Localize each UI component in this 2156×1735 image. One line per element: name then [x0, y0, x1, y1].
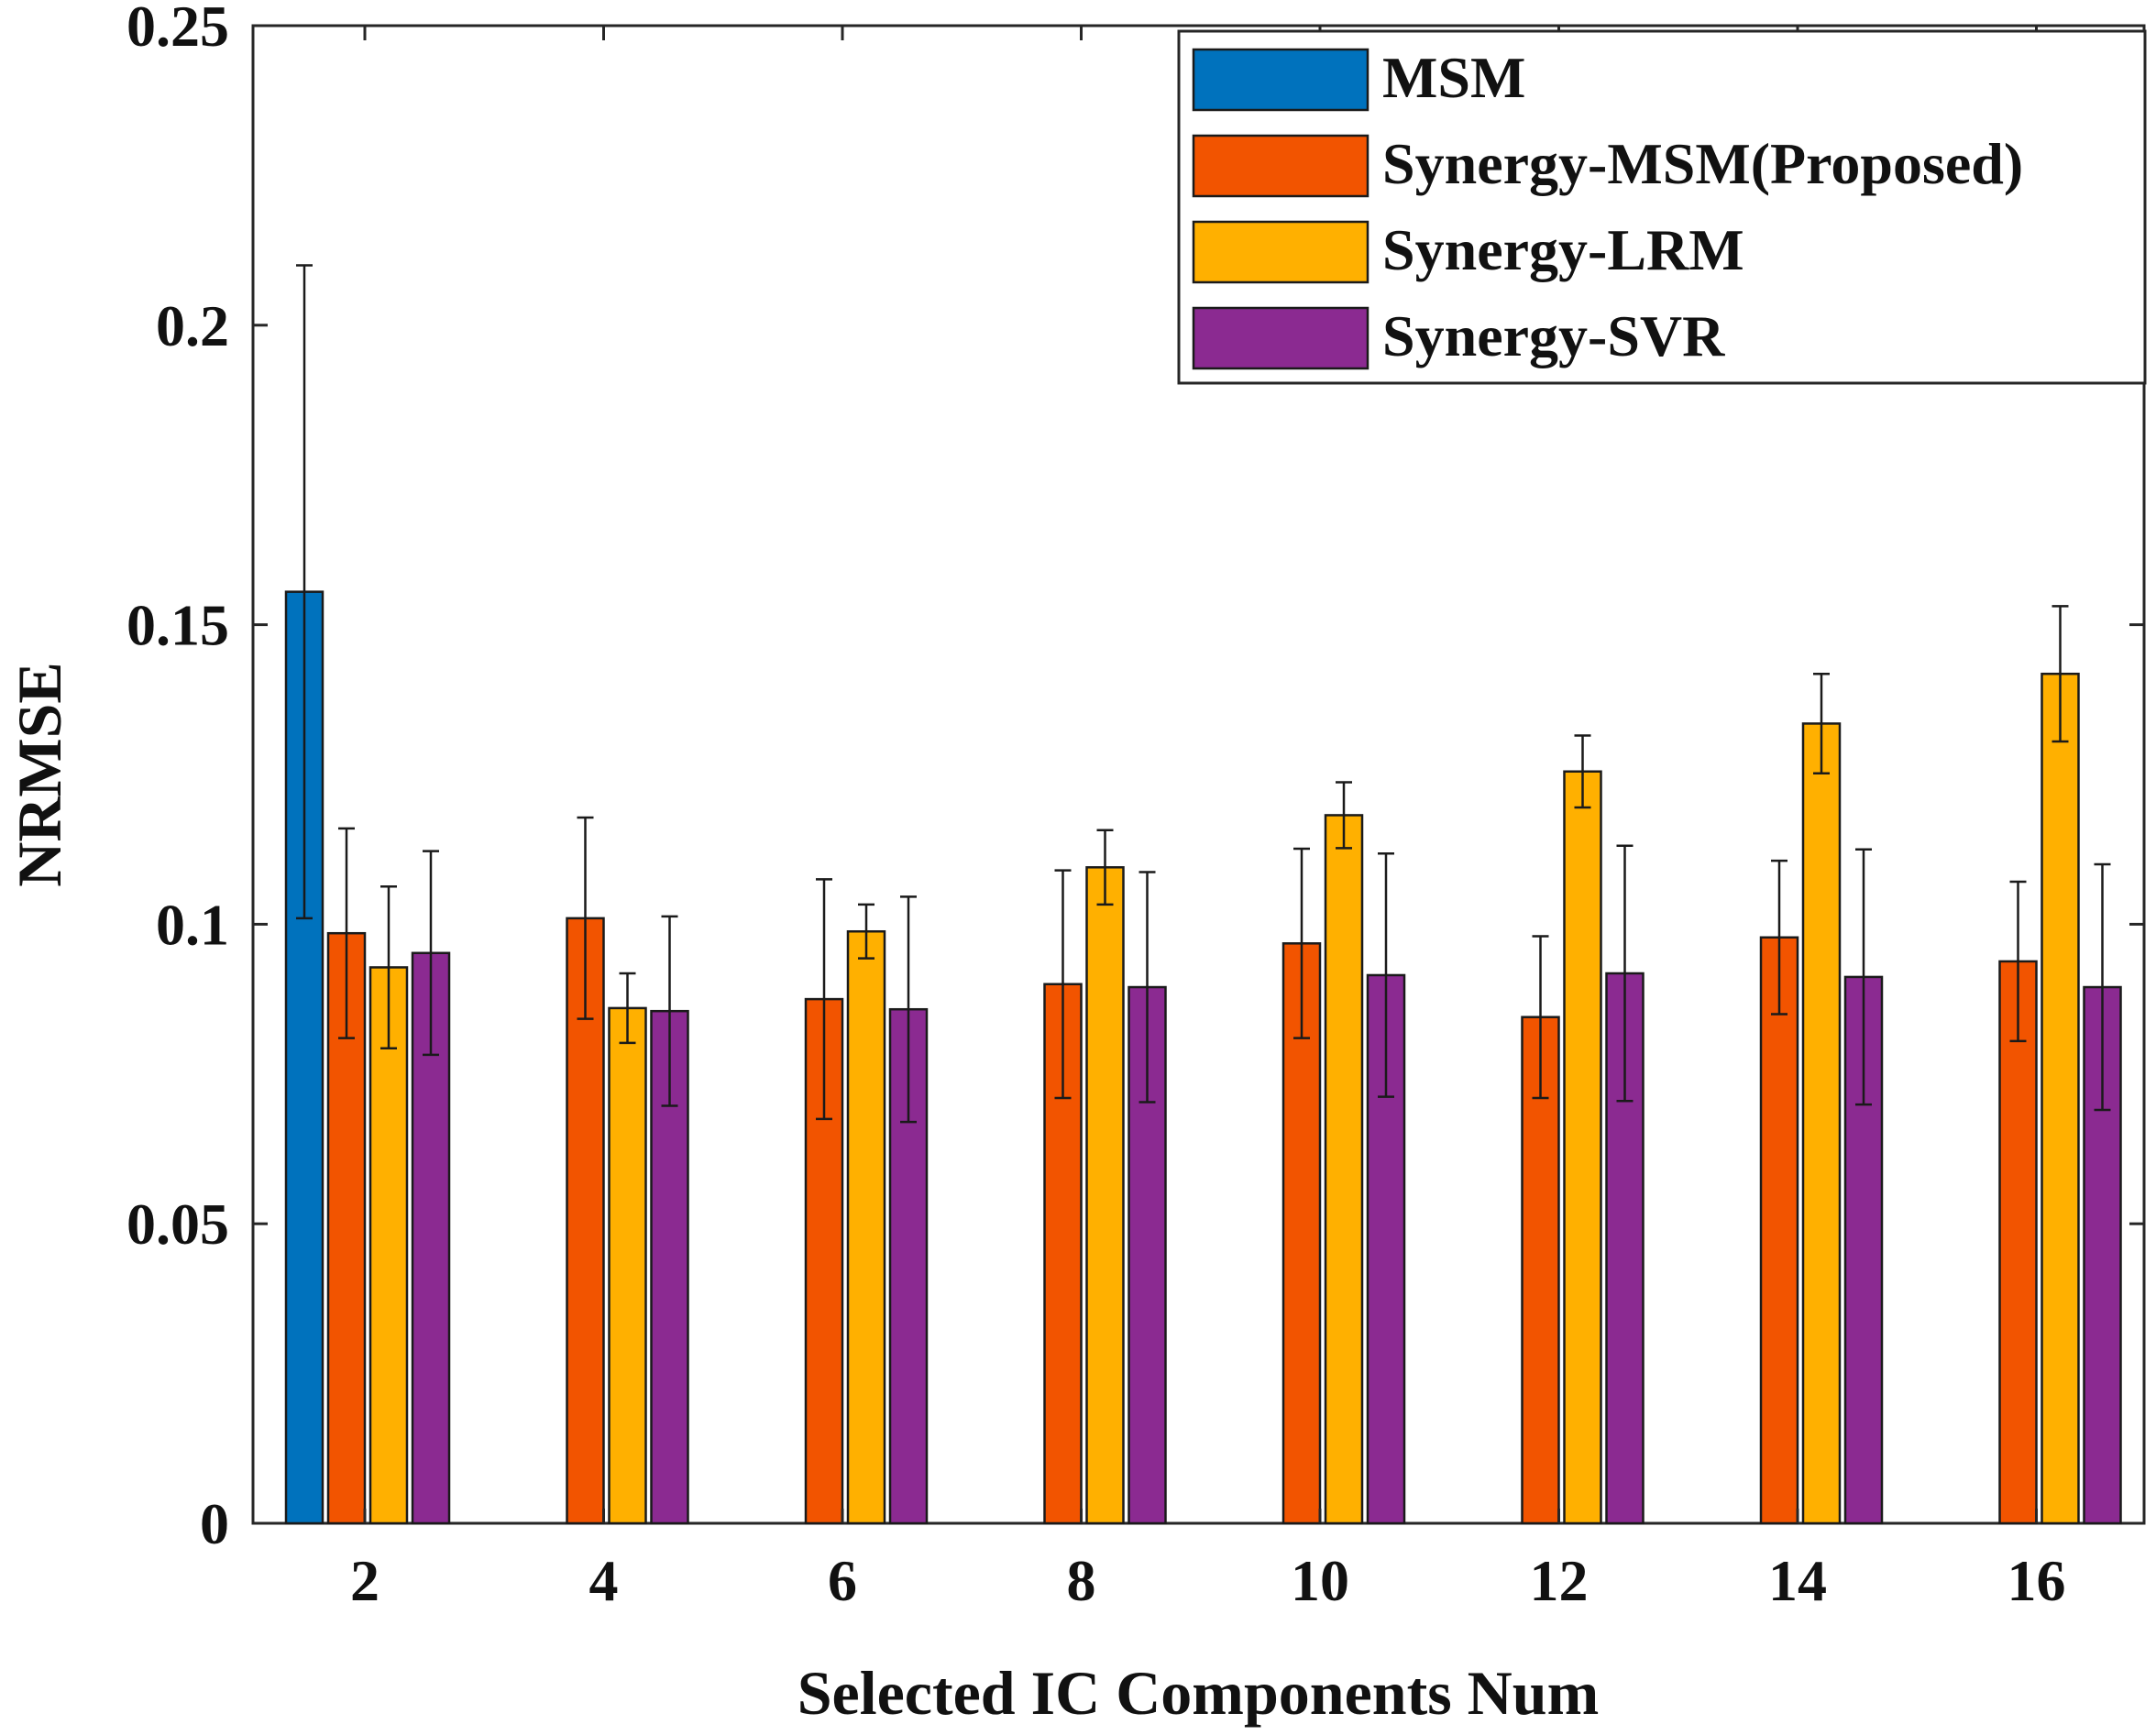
bar-synergy-lrm-4[interactable]: [608, 1006, 647, 1525]
x-axis-label: Selected IC Components Num: [798, 1658, 1600, 1728]
legend-label-msm: MSM: [1382, 45, 1525, 110]
y-tick-label: 0.05: [126, 1191, 229, 1257]
legend-swatch-msm: [1192, 48, 1370, 112]
bar-synergy-lrm-8[interactable]: [1085, 866, 1125, 1525]
x-tick-label: 2: [350, 1548, 380, 1613]
x-tick-label: 14: [1768, 1548, 1827, 1613]
axes-layer: 0 0.05 0.1 0.15 0.2 0.25 2 4 6 8 10 12 14 16: [126, 0, 2144, 1613]
legend-swatch-synergy-lrm: [1192, 220, 1370, 284]
y-tick-label: 0.15: [126, 593, 229, 658]
x-tick-label: 6: [828, 1548, 857, 1613]
error-bars-layer: [296, 264, 2111, 1124]
legend: MSM Synergy-MSM(Proposed) Synergy-LRM Syner…: [1177, 29, 2147, 385]
x-tick-label: 10: [1291, 1548, 1349, 1613]
legend-label-synergy-lrm: Synergy-LRM: [1382, 217, 1744, 282]
x-tick-label: 8: [1067, 1548, 1096, 1613]
y-tick-label: 0.1: [156, 892, 229, 957]
legend-label-synergy-svr: Synergy-SVR: [1382, 303, 1725, 368]
legend-swatch-synergy-svr: [1192, 306, 1370, 370]
legend-label-synergy-msm-proposed: Synergy-MSM(Proposed): [1382, 131, 2023, 196]
x-tick-label: 4: [589, 1548, 619, 1613]
x-tick-label: 12: [1530, 1548, 1589, 1613]
bar-synergy-msm-proposed-4[interactable]: [566, 917, 605, 1525]
bar-synergy-lrm-14[interactable]: [1801, 722, 1842, 1525]
bar-synergy-msm-proposed-10[interactable]: [1282, 942, 1322, 1525]
bar-synergy-lrm-10[interactable]: [1324, 814, 1364, 1525]
y-tick-label: 0: [200, 1491, 229, 1556]
bar-synergy-lrm-16[interactable]: [2040, 672, 2080, 1525]
x-tick-label: 16: [2008, 1548, 2066, 1613]
y-tick-label: 0.25: [126, 0, 229, 59]
bar-synergy-lrm-6[interactable]: [846, 929, 886, 1525]
plot-area-frame: [251, 24, 2146, 1525]
bar-synergy-msm-proposed-14[interactable]: [1759, 936, 1799, 1525]
bar-synergy-msm-proposed-16[interactable]: [1998, 960, 2038, 1525]
y-axis-label: NRMSE: [5, 662, 74, 887]
y-tick-label: 0.2: [156, 293, 229, 358]
bar-synergy-lrm-12[interactable]: [1563, 770, 1602, 1525]
bar-synergy-lrm-2[interactable]: [368, 966, 409, 1525]
legend-swatch-synergy-msm-proposed: [1192, 134, 1370, 198]
bar-synergy-msm-proposed-6[interactable]: [804, 997, 844, 1525]
bar-synergy-msm-proposed-12[interactable]: [1521, 1016, 1560, 1525]
